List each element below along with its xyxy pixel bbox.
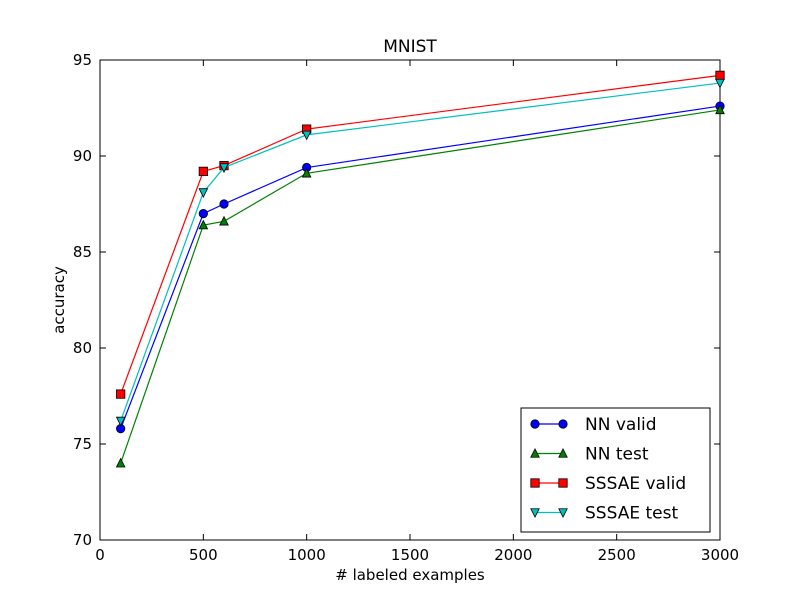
- legend-marker-nn-test: [558, 447, 568, 458]
- plot-area: 0 500 1000 1500 2000 2500 3000 70 75 80 85 90 95: [73, 51, 739, 564]
- data-point-nn-test: [301, 167, 312, 178]
- data-point-nn-test: [115, 457, 126, 468]
- legend-marker-nn-test: [530, 447, 540, 458]
- y-tick-label: 85: [73, 243, 92, 261]
- legend-marker-sssae-valid: [530, 478, 540, 488]
- data-point-nn-valid: [198, 209, 208, 219]
- legend-marker-nn-valid: [558, 419, 568, 429]
- x-tick-label: 500: [189, 546, 218, 564]
- x-tick-label: 1000: [288, 546, 326, 564]
- data-point-sssae-test: [219, 163, 229, 174]
- y-tick-label: 90: [73, 147, 92, 165]
- x-tick-label: 0: [95, 546, 105, 564]
- legend-marker-sssae-valid: [558, 478, 568, 488]
- data-point-sssae-test: [715, 78, 725, 89]
- data-point-sssae-test: [301, 130, 312, 141]
- data-point-nn-test: [198, 219, 209, 230]
- legend-label-nn-valid: NN valid: [585, 415, 657, 435]
- chart-title: MNIST: [383, 37, 437, 57]
- x-tick-label: 2000: [494, 546, 532, 564]
- data-point-sssae-valid: [116, 389, 126, 399]
- x-tick-label: 1500: [391, 546, 429, 564]
- x-axis-label: # labeled examples: [335, 566, 485, 584]
- data-point-sssae-valid: [715, 70, 725, 80]
- series-line-sssae-test: [120, 82, 721, 422]
- legend-marker-sssae-test: [530, 508, 540, 519]
- legend-marker-sssae-test: [558, 508, 568, 519]
- legend-label-sssae-test: SSSAE test: [585, 504, 678, 524]
- data-point-nn-test: [715, 104, 725, 115]
- y-tick-label: 95: [73, 51, 92, 69]
- y-axis-label: accuracy: [50, 266, 68, 334]
- legend: NN valid NN test SSSAE valid SSSAE test: [520, 407, 711, 533]
- x-tick-label: 3000: [701, 546, 739, 564]
- x-tick-label: 2500: [598, 546, 636, 564]
- data-point-sssae-valid: [198, 166, 208, 176]
- data-point-sssae-test: [115, 416, 126, 427]
- legend-label-sssae-valid: SSSAE valid: [585, 474, 686, 494]
- series-line-nn-valid: [120, 105, 721, 429]
- y-tick-label: 75: [73, 435, 92, 453]
- y-tick-label: 70: [73, 531, 92, 549]
- legend-box: [520, 407, 711, 533]
- data-point-sssae-test: [198, 188, 209, 198]
- data-point-nn-test: [219, 215, 229, 226]
- legend-label-nn-test: NN test: [585, 445, 649, 465]
- data-point-nn-valid: [219, 199, 229, 209]
- legend-marker-nn-valid: [530, 419, 540, 429]
- y-tick-label: 80: [73, 339, 92, 357]
